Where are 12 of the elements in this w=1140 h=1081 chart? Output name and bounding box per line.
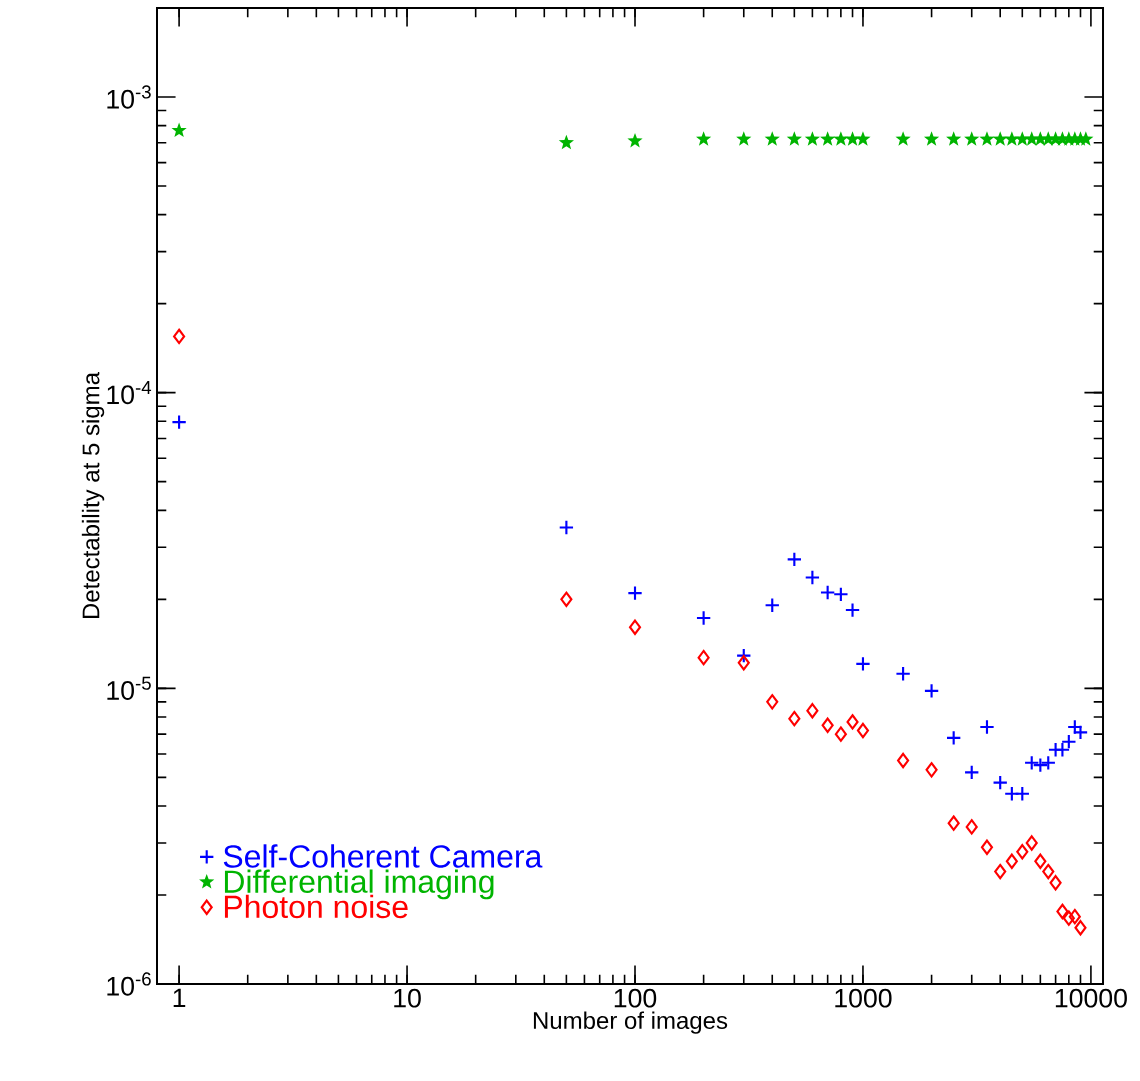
x-tick-label: 1000 <box>835 988 892 1008</box>
y-tick-label: 10$^{-6}$ <box>107 972 151 996</box>
x-tick-label: 10000 <box>1055 988 1127 1008</box>
legend-label: Self-Coherent Camera <box>223 844 543 868</box>
x-tick-label: 10 <box>394 988 421 1008</box>
x-axis-title: Number of images <box>533 1011 728 1034</box>
x-tick-label: 1 <box>173 988 186 1008</box>
y-tick-label: 10$^{-4}$ <box>107 381 152 405</box>
y-tick-label: 10$^{-5}$ <box>107 676 151 700</box>
x-tick-label: 100 <box>614 988 657 1008</box>
y-tick-label: 10$^{-3}$ <box>107 85 151 109</box>
y-axis-title: Detectability at 5 sigma <box>81 372 105 619</box>
